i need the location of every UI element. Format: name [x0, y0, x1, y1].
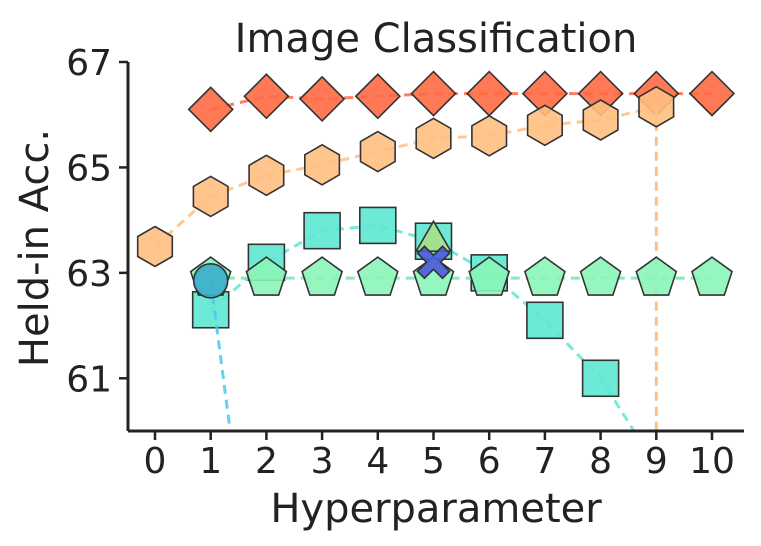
hexagon-marker	[192, 175, 229, 218]
y-tick-label: 67	[66, 43, 112, 84]
pentagon-marker	[579, 256, 622, 296]
pentagon-marker	[468, 256, 511, 296]
series-line-group	[153, 105, 658, 431]
hexagon-marker	[471, 114, 508, 157]
series-square	[191, 206, 636, 431]
x-tick-label: 0	[144, 441, 167, 482]
diamond-marker	[466, 70, 513, 117]
y-tick-label: 61	[66, 359, 112, 400]
series-dashed-line	[153, 105, 657, 248]
hexagon-marker	[415, 117, 452, 160]
chart-title: Image Classification	[235, 16, 638, 62]
hexagon-marker	[248, 154, 285, 197]
series-dashed-line	[209, 280, 232, 431]
circle-marker	[192, 262, 229, 299]
pentagon-marker	[301, 256, 344, 296]
x-tick-label: 5	[422, 441, 445, 482]
x-tick-label: 4	[366, 441, 389, 482]
pentagon-marker	[635, 256, 678, 296]
diamond-marker	[688, 70, 736, 117]
diamond-marker	[298, 75, 346, 123]
x-tick-label: 9	[645, 441, 668, 482]
x-tick-label: 2	[255, 441, 278, 482]
pentagon-marker	[245, 256, 288, 296]
series-circle	[192, 262, 232, 431]
pentagon-marker	[523, 256, 566, 296]
square-marker	[526, 301, 564, 340]
x-tick-label: 6	[478, 441, 501, 482]
y-tick-label: 63	[66, 254, 112, 295]
x-tick-label: 8	[589, 441, 612, 482]
square-marker	[358, 206, 397, 245]
hexagon-marker	[303, 143, 341, 186]
square-marker	[581, 359, 620, 398]
series-line-group	[209, 280, 232, 431]
x-tick-label: 7	[533, 441, 556, 482]
pentagon-marker	[691, 256, 733, 296]
x-marker	[416, 245, 451, 280]
hexagon-marker	[136, 225, 174, 268]
square-marker	[303, 211, 341, 250]
hexagon-marker	[359, 130, 396, 173]
series-layer	[136, 70, 736, 431]
x-axis-label: Hyperparameter	[270, 486, 602, 532]
series-hexagon	[136, 85, 675, 431]
series-x	[416, 245, 451, 280]
triangle-marker	[414, 219, 453, 252]
hexagon-marker	[638, 85, 675, 128]
diamond-marker	[187, 86, 234, 133]
x-tick-label: 1	[199, 441, 222, 482]
series-triangle	[414, 219, 453, 252]
x-tick-label: 10	[689, 441, 735, 482]
y-tick-label: 65	[66, 148, 112, 189]
diamond-marker	[354, 73, 401, 120]
diamond-marker	[243, 73, 290, 120]
y-axis-label: Held-in Acc.	[12, 129, 58, 367]
hexagon-marker	[582, 99, 619, 141]
diamond-marker	[410, 70, 457, 117]
x-tick-label: 3	[311, 441, 334, 482]
series-pentagon	[189, 256, 733, 296]
diamond-marker	[521, 70, 569, 117]
pentagon-marker	[356, 256, 399, 296]
hexagon-marker	[526, 104, 564, 147]
